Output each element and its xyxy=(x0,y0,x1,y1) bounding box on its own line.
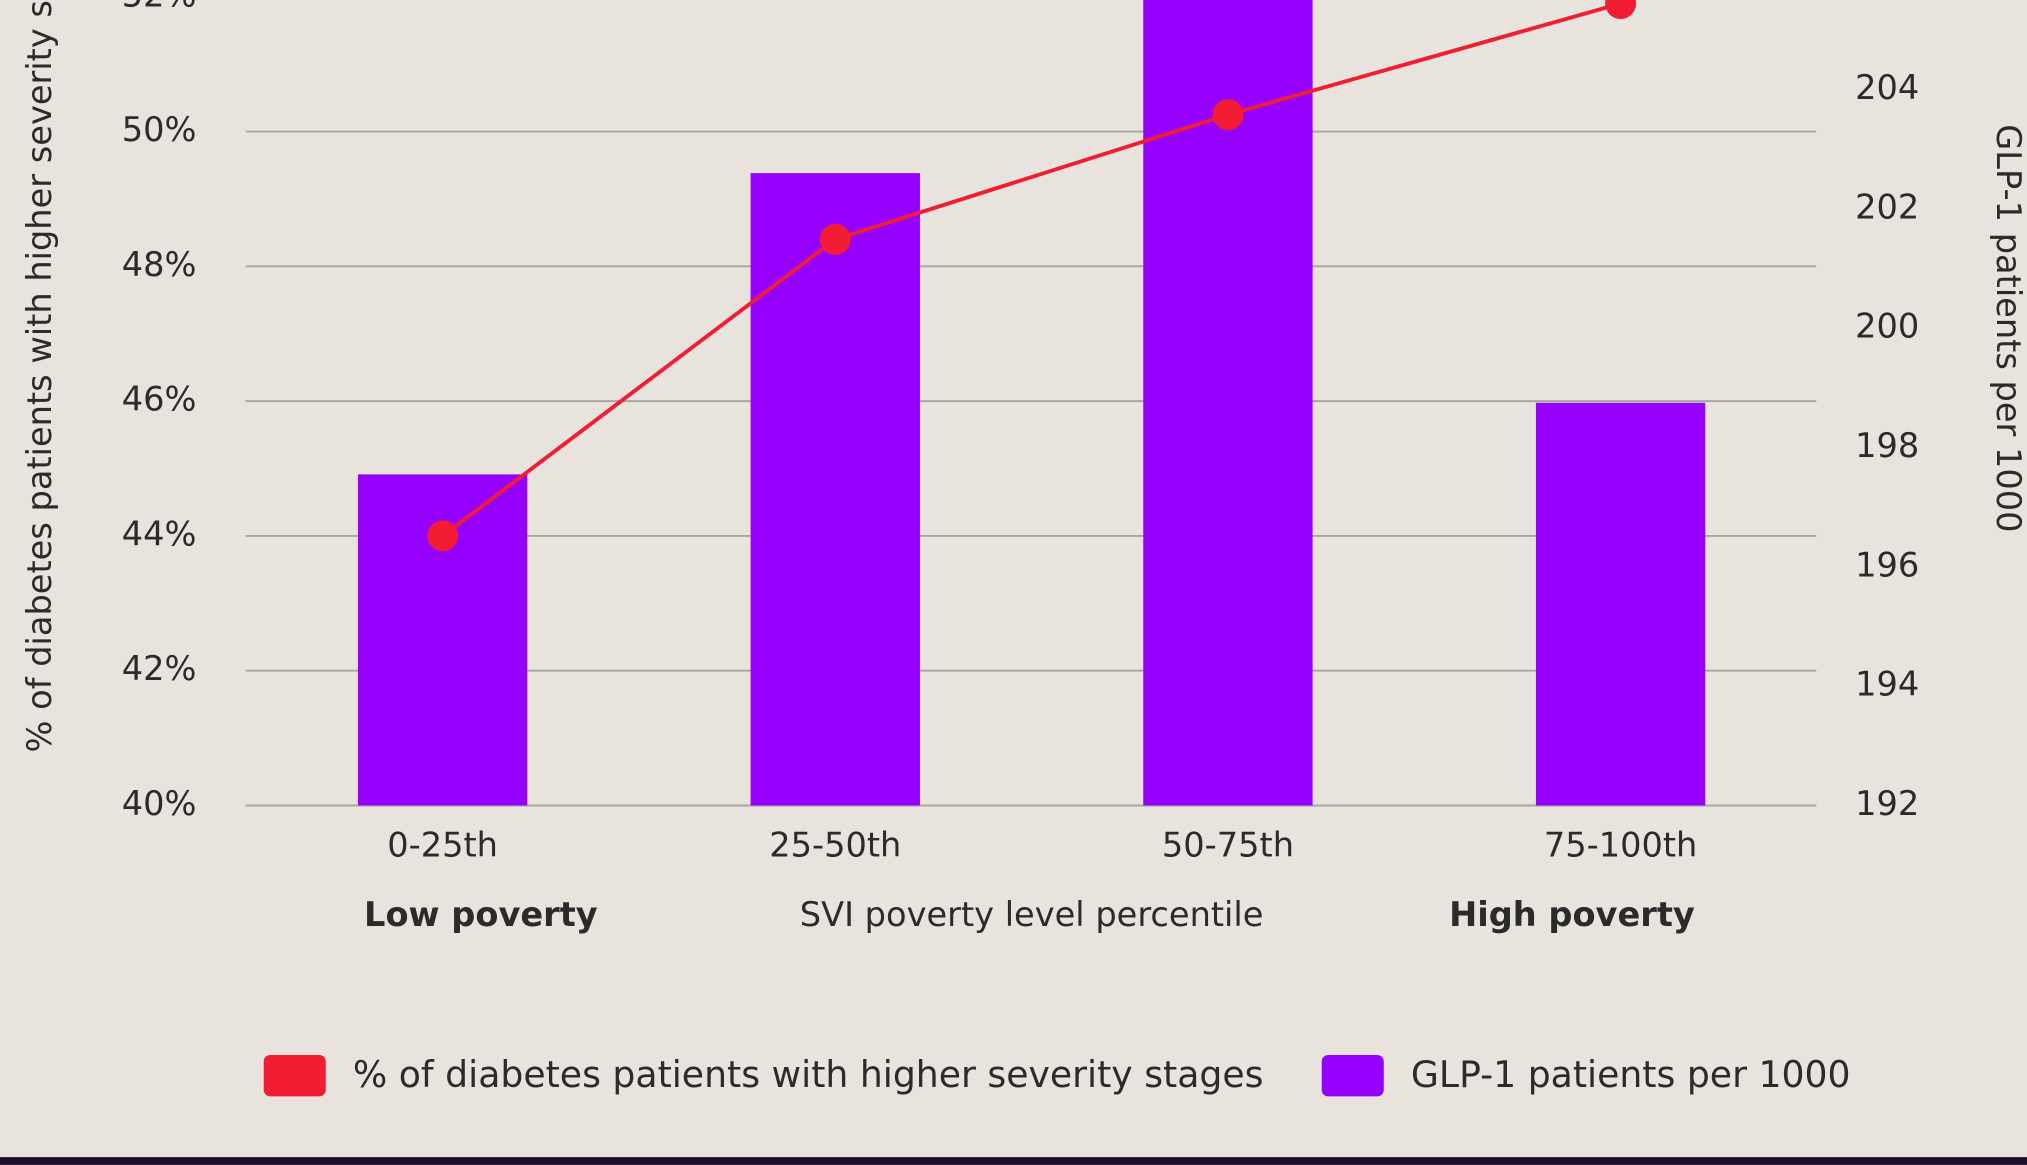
x-tick-label: 25-50th xyxy=(769,825,901,864)
y-tick-label: 46% xyxy=(122,380,197,419)
line xyxy=(441,1,1622,538)
y-tick-label: 48% xyxy=(122,245,197,284)
legend-swatch xyxy=(1321,1054,1384,1097)
y2-tick-label: 194 xyxy=(1855,665,1919,704)
x-tick-label: 0-25th xyxy=(387,825,498,864)
line-point xyxy=(1212,99,1244,131)
y-tick-label: 40% xyxy=(122,784,197,823)
line-point xyxy=(1605,0,1637,20)
y2-tick-label: 200 xyxy=(1855,307,1919,346)
bars xyxy=(357,0,1706,806)
y2-tick-label: 196 xyxy=(1855,545,1919,584)
y-tick-label: 44% xyxy=(122,514,197,553)
bar xyxy=(750,173,920,806)
line-point xyxy=(427,520,459,552)
y2-tick-label: 192 xyxy=(1855,784,1919,823)
legend-label: % of diabetes patients with higher sever… xyxy=(353,1053,1264,1096)
x-axis-title: SVI poverty level percentile xyxy=(800,895,1264,934)
y2-axis-title: GLP-1 patients per 1000 xyxy=(1989,124,2027,532)
y-tick-label: 50% xyxy=(122,110,197,149)
bottom-band xyxy=(0,1157,2027,1165)
high-label: High poverty xyxy=(1449,895,1695,934)
y-tick-label: 52% xyxy=(122,0,197,14)
low-label: Low poverty xyxy=(364,895,598,934)
y-tick-label: 42% xyxy=(122,649,197,688)
y-axis-title: % of diabetes patients with higher sever… xyxy=(20,0,59,752)
legend-label: GLP-1 patients per 1000 xyxy=(1411,1053,1851,1096)
legend-swatch xyxy=(263,1054,326,1097)
y2-tick-label: 202 xyxy=(1855,187,1919,226)
y2-tick-label: 198 xyxy=(1855,426,1919,465)
x-tick-label: 75-100th xyxy=(1544,825,1698,864)
y2-tick-label: 204 xyxy=(1855,68,1919,107)
x-tick-label: 50-75th xyxy=(1162,825,1294,864)
lines xyxy=(427,0,1637,552)
bar xyxy=(1535,402,1706,806)
line-point xyxy=(819,223,851,255)
